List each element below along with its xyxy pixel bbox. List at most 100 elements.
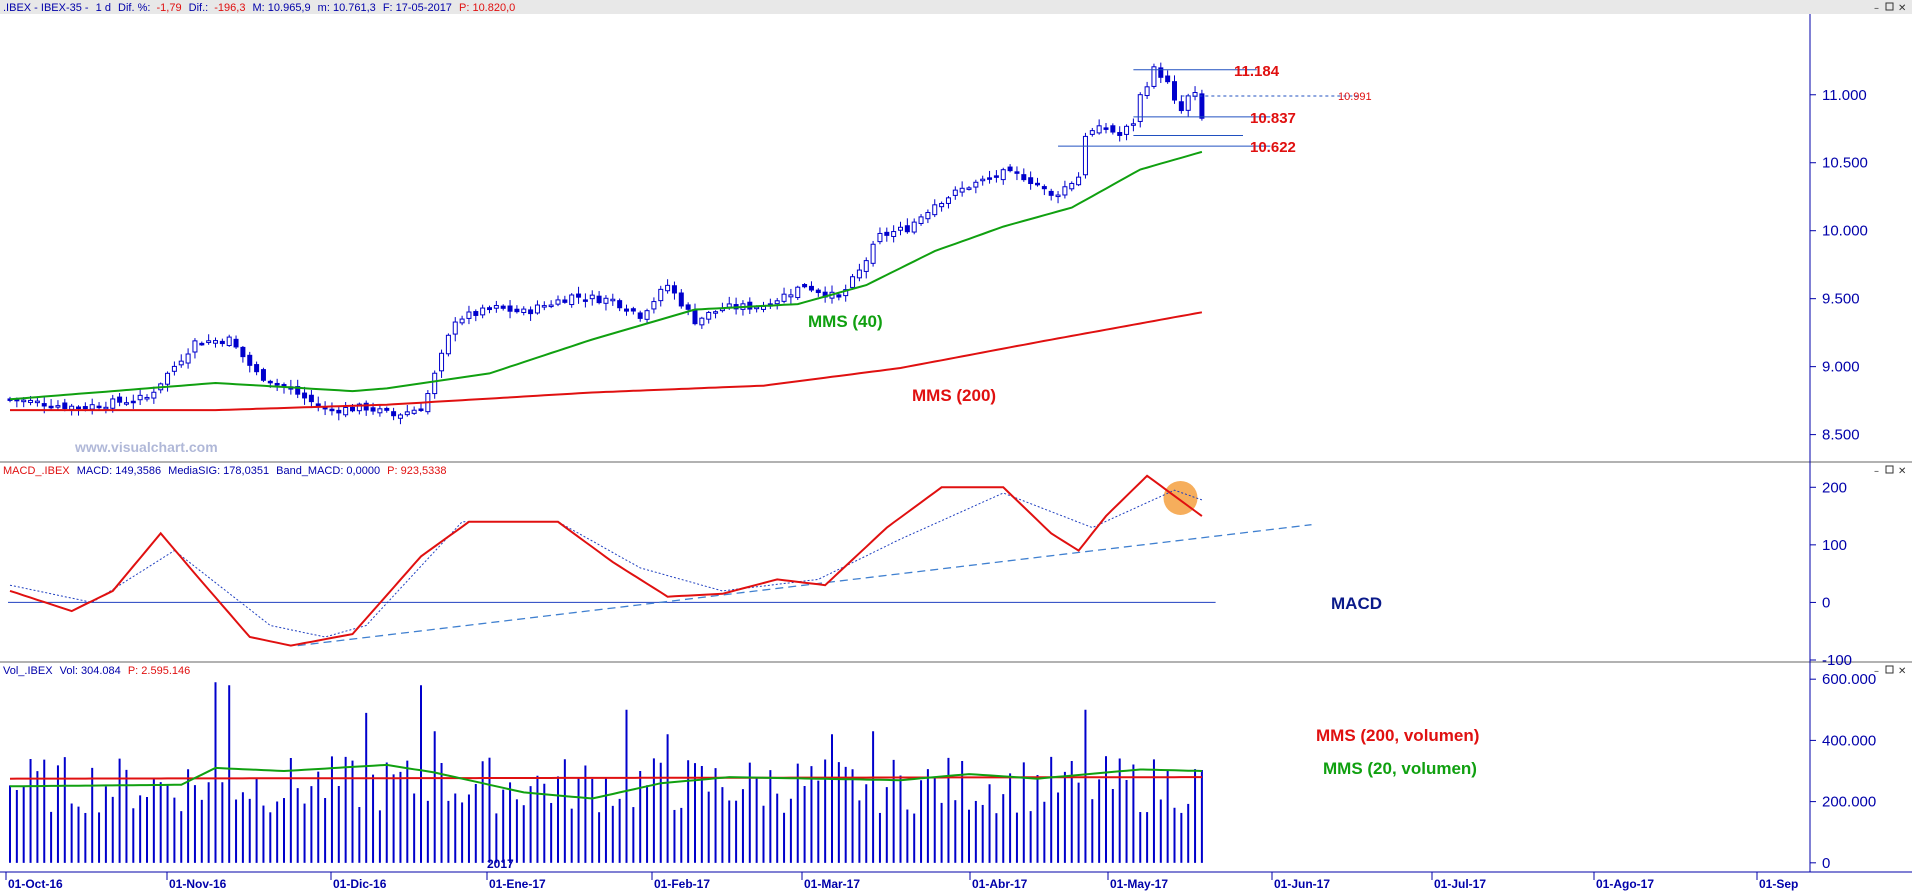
- candle-body: [274, 382, 280, 386]
- candle-body: [1165, 75, 1171, 83]
- candle-body: [1000, 169, 1006, 181]
- minimize-icon[interactable]: –: [1874, 3, 1879, 14]
- candle-body: [911, 221, 917, 233]
- candle-body: [993, 175, 999, 178]
- volume-y-tick-label: 600.000: [1822, 671, 1876, 688]
- volume-name-label: Vol_.IBEX: [3, 665, 53, 677]
- candle-body: [171, 365, 177, 372]
- candle-body: [877, 232, 883, 243]
- candle-body: [788, 294, 794, 298]
- candle-body: [918, 216, 924, 224]
- candle-body: [1199, 93, 1205, 119]
- candle-body: [308, 394, 314, 403]
- candle-body: [1076, 176, 1082, 186]
- price-y-tick-label: 9.500: [1822, 291, 1860, 308]
- candle-body: [404, 411, 410, 416]
- date-axis-ticks: 01-Oct-16 01-Nov-16 01-Dic-16 01-Ene-17 01-F…: [5, 872, 1798, 891]
- candle-body: [555, 299, 561, 305]
- close-label: P: 10.820,0: [459, 2, 515, 14]
- candle-body: [480, 307, 486, 316]
- macd-p-label: P: 923,5338: [387, 465, 446, 477]
- level-label: 10.622: [1250, 139, 1296, 156]
- candle-body: [1117, 132, 1123, 136]
- dif-label: Dif.:: [189, 2, 209, 14]
- candle-body: [973, 181, 979, 188]
- candle-body: [247, 354, 253, 366]
- level-label: 10.837: [1250, 110, 1296, 127]
- candle-body: [1137, 94, 1143, 122]
- candle-body: [1144, 86, 1150, 97]
- candle-body: [1035, 182, 1040, 186]
- level-label: 11.184: [1234, 63, 1280, 80]
- candle-body: [254, 364, 260, 373]
- candle-body: [55, 405, 61, 408]
- volume-maximize-icon[interactable]: [1885, 665, 1894, 674]
- macd-minimize-icon[interactable]: –: [1874, 466, 1879, 477]
- mms200-line: [10, 311, 1203, 412]
- candle-body: [1048, 190, 1054, 196]
- candle-body: [452, 321, 458, 335]
- candle-body: [192, 340, 198, 353]
- symbol-label: .IBEX - IBEX-35 -: [3, 2, 89, 14]
- maximize-icon[interactable]: [1885, 2, 1894, 11]
- candle-body: [445, 334, 451, 355]
- volume-panel-window-buttons[interactable]: – ✕: [1874, 665, 1906, 677]
- candle-body: [685, 304, 691, 310]
- candle-body: [1089, 130, 1095, 135]
- candle-body: [151, 391, 157, 399]
- mms40-annotation: MMS (40): [808, 312, 883, 331]
- candle-body: [624, 308, 629, 312]
- high-label: M: 10.965,9: [253, 2, 311, 14]
- candle-body: [137, 394, 143, 401]
- candle-body: [815, 289, 821, 294]
- mms40-line: [9, 150, 1203, 401]
- candle-body: [836, 294, 842, 298]
- candle-body: [397, 414, 403, 419]
- macd-panel-window-buttons[interactable]: – ✕: [1874, 465, 1906, 477]
- volume-minimize-icon[interactable]: –: [1874, 666, 1879, 677]
- volume-mms200-annotation: MMS (200, volumen): [1316, 726, 1479, 745]
- candle-body: [103, 406, 109, 410]
- candle-body: [795, 286, 801, 299]
- low-label: m: 10.761,3: [318, 2, 376, 14]
- candle-body: [610, 298, 616, 302]
- price-panel-header: [0, 0, 1912, 14]
- price-panel-window-buttons[interactable]: – ✕: [1874, 2, 1906, 14]
- candle-body: [637, 312, 643, 319]
- date-tick-label: 01-Jun-17: [1274, 877, 1330, 891]
- macd-maximize-icon[interactable]: [1885, 465, 1894, 474]
- candle-body: [617, 300, 623, 309]
- candle-body: [569, 294, 575, 306]
- price-levels: 11.184 10.991 10.837 10.622: [1058, 63, 1372, 156]
- candle-body: [487, 307, 492, 311]
- candle-body: [987, 177, 993, 180]
- candle-body: [665, 284, 671, 292]
- candle-body: [541, 305, 547, 308]
- macd-trendline: [297, 524, 1312, 647]
- macd-line: [9, 474, 1203, 647]
- candle-body: [843, 289, 849, 297]
- candle-body: [603, 297, 609, 304]
- candle-body: [630, 308, 636, 312]
- candle-body: [1178, 101, 1184, 112]
- date-tick-label: 01-Nov-16: [169, 877, 227, 891]
- macd-annotation: MACD: [1331, 594, 1382, 613]
- candle-body: [370, 407, 376, 412]
- level-label: 10.991: [1338, 91, 1372, 103]
- candle-body: [466, 311, 472, 319]
- candle-body: [644, 310, 650, 320]
- candle-body: [130, 400, 136, 404]
- candle-body: [898, 226, 903, 231]
- candle-body: [1103, 127, 1109, 130]
- close-icon[interactable]: ✕: [1898, 3, 1906, 14]
- macd-close-icon[interactable]: ✕: [1898, 466, 1906, 477]
- volume-close-icon[interactable]: ✕: [1898, 666, 1906, 677]
- candle-body: [562, 299, 568, 303]
- candle-body: [576, 293, 582, 298]
- candle-body: [240, 346, 246, 358]
- candle-body: [363, 402, 369, 411]
- candle-body: [850, 276, 856, 288]
- candle-body: [185, 353, 191, 364]
- macd-lines: [8, 474, 1312, 647]
